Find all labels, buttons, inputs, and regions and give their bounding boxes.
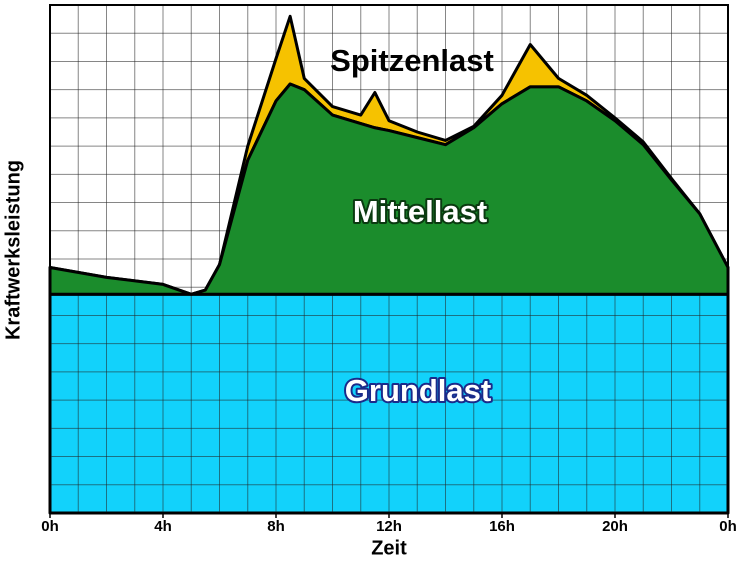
series-label: Grundlast bbox=[345, 373, 491, 408]
x-tick-label: 20h bbox=[602, 518, 628, 535]
x-tick-label: 0h bbox=[41, 518, 59, 535]
x-tick-label: 0h bbox=[719, 518, 737, 535]
plot-area bbox=[48, 4, 730, 515]
series-label: Spitzenlast bbox=[330, 43, 494, 78]
x-tick-label: 16h bbox=[489, 518, 515, 535]
x-axis-label: Zeit bbox=[371, 537, 407, 559]
y-axis-label: Kraftwerksleistung bbox=[2, 160, 24, 340]
x-tick-label: 12h bbox=[376, 518, 402, 535]
x-tick-label: 4h bbox=[154, 518, 172, 535]
series-label: Mittellast bbox=[353, 194, 487, 229]
x-tick-label: 8h bbox=[267, 518, 285, 535]
